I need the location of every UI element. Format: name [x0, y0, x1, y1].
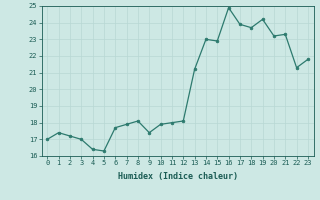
X-axis label: Humidex (Indice chaleur): Humidex (Indice chaleur) [118, 172, 237, 181]
